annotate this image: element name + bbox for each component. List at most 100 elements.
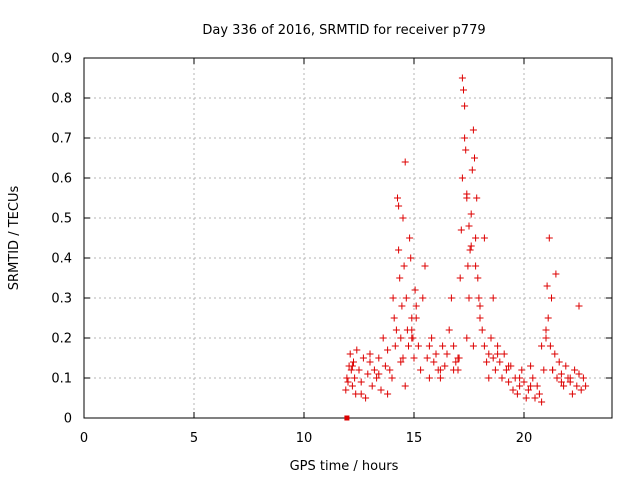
data-point [425,374,433,382]
data-point [518,366,526,374]
y-tick-label: 0.8 [51,92,72,107]
axis-ticks [83,57,612,419]
data-point-square-marker [344,415,350,421]
data-point [468,166,476,174]
y-tick-label: 0.5 [51,212,72,227]
data-point [573,382,581,390]
data-point [395,202,403,210]
data-point [375,370,383,378]
data-point [399,214,407,222]
data-point [533,382,541,390]
data-point [502,366,510,374]
data-point [527,382,535,390]
data-point [402,294,410,302]
data-point [577,386,585,394]
data-point [538,342,546,350]
data-point [373,374,381,382]
data-point [553,374,561,382]
data-point [408,326,416,334]
data-point [355,366,363,374]
data-point [548,294,555,302]
data-point [357,390,365,398]
data-point [357,378,365,386]
data-point [571,366,579,374]
data-point [414,342,422,350]
data-point [401,382,409,390]
data-point [464,262,472,270]
data-point [359,354,367,362]
data-point [476,302,484,310]
data-point [463,334,471,342]
data-point [575,302,583,310]
data-point [441,362,449,370]
data-point [366,358,374,366]
data-point [480,342,488,350]
x-tick-label: 0 [80,431,88,446]
data-point [450,366,458,374]
data-point [366,350,374,358]
data-point [390,314,398,322]
y-tick-label: 0.1 [51,372,72,387]
data-point [428,334,436,342]
data-point [461,134,469,142]
data-point [466,246,474,254]
data-point [489,294,497,302]
data-point [412,314,420,322]
data-point [351,374,359,382]
data-point [457,226,465,234]
data-point [467,242,475,250]
data-point [557,378,565,386]
data-point [546,342,554,350]
data-point [346,350,354,358]
data-point [392,326,400,334]
data-point [463,194,471,202]
data-point [398,302,406,310]
data-point [473,194,481,202]
data-point [538,398,546,406]
data-point [445,326,453,334]
data-point [491,366,499,374]
data-point [509,386,517,394]
data-point [456,274,464,282]
data-point [407,254,415,262]
data-point [475,294,483,302]
data-point [347,366,355,374]
chart-title: Day 336 of 2016, SRMTID for receiver p77… [202,23,485,38]
data-point [384,346,392,354]
x-tick-label: 20 [516,431,533,446]
data-points [342,74,590,421]
data-point [432,350,440,358]
y-tick-labels: 0 0.1 0.2 0.3 0.4 0.5 0.6 0.7 0.8 0.9 [51,52,72,427]
y-tick-label: 0.2 [51,332,72,347]
data-point [408,334,416,342]
data-point [348,362,356,370]
data-point [465,222,473,230]
data-point [425,342,433,350]
data-point [549,366,557,374]
data-point [483,358,491,366]
data-point [522,394,530,402]
x-tick-label: 15 [406,431,423,446]
data-point [516,382,524,390]
data-point [460,86,467,94]
data-point [344,378,352,386]
data-point [342,386,350,394]
data-point [379,334,387,342]
data-point [480,234,488,242]
data-point [411,286,419,294]
x-tick-labels: 0 5 10 15 20 [80,431,532,446]
x-axis-label: GPS time / hours [290,459,399,474]
data-point [471,154,478,162]
data-point [505,362,513,370]
x-tick-label: 5 [190,431,198,446]
data-point [472,262,480,270]
data-point [524,386,532,394]
data-point [343,374,351,382]
data-point [423,354,431,362]
data-point [461,102,469,110]
data-point [406,234,414,242]
data-point [467,210,475,218]
data-point [465,294,473,302]
data-point [436,366,444,374]
